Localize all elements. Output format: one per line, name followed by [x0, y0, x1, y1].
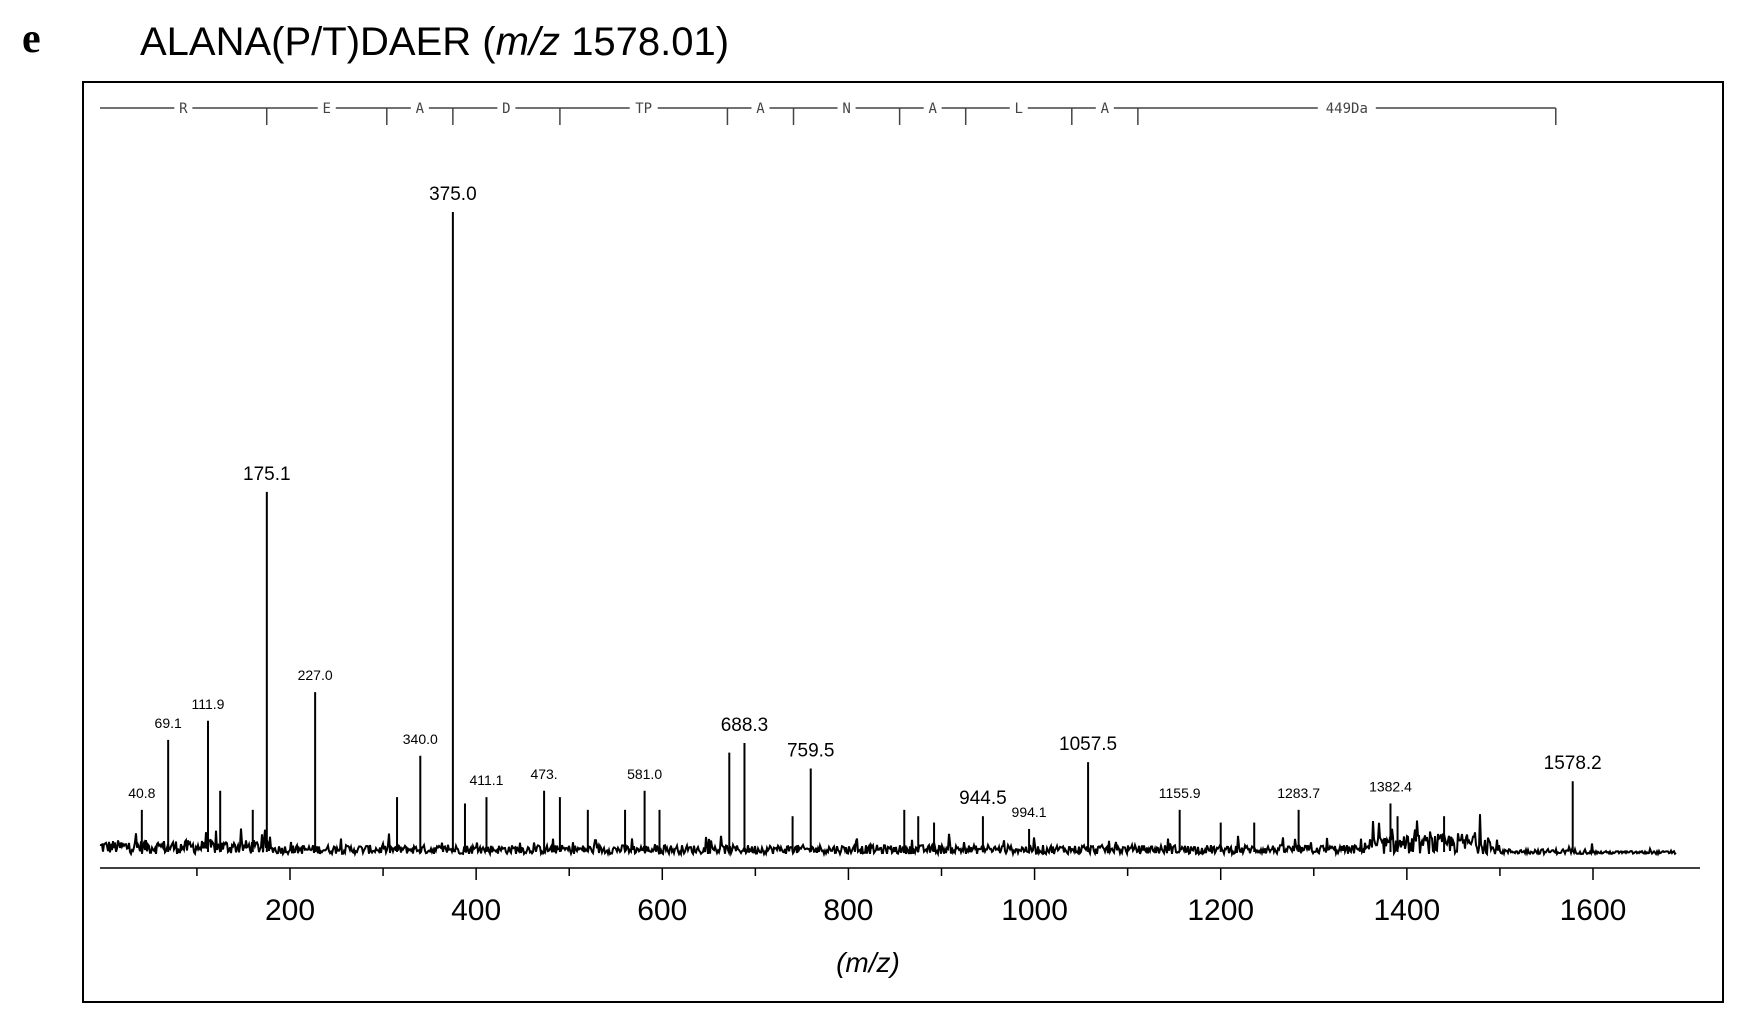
peak-label: 759.5	[787, 741, 835, 762]
title-mz-label: m/z	[495, 20, 561, 64]
x-tick-label: 400	[451, 894, 501, 927]
x-tick-label: 1600	[1560, 894, 1627, 927]
peak-label: 688.3	[721, 715, 769, 736]
peak-label: 1283.7	[1277, 785, 1320, 801]
ladder-label-bg	[923, 99, 942, 117]
peak-label: 227.0	[298, 667, 333, 683]
ladder-residue-label: A	[756, 101, 765, 117]
chart-title: ALANA(P/T)DAER (m/z 1578.01)	[140, 22, 729, 62]
peak-label: 175.1	[243, 464, 291, 485]
ladder-label-bg	[1009, 99, 1028, 117]
ladder-residue-label: A	[1101, 101, 1110, 117]
x-axis-label: (m/z)	[836, 947, 900, 978]
ladder-label-bg	[410, 99, 429, 117]
panel-letter: e	[22, 16, 41, 62]
ladder-label-bg	[174, 99, 193, 117]
peak-label: 1155.9	[1159, 785, 1201, 801]
peak-label: 69.1	[155, 715, 182, 731]
ladder-label-bg	[497, 99, 516, 117]
ladder-label-bg	[317, 99, 336, 117]
peak-label: 473.	[530, 766, 557, 782]
title-close-paren: )	[715, 20, 730, 64]
ladder-residue-label: L	[1015, 101, 1023, 117]
x-tick-label: 600	[637, 894, 687, 927]
peak-label: 40.8	[128, 785, 155, 801]
peptide-sequence: ALANA(P/T)DAER	[140, 20, 472, 64]
peak-label: 994.1	[1012, 804, 1047, 820]
noise-trace	[99, 814, 1677, 858]
peak-label: 1578.2	[1544, 753, 1602, 774]
ladder-residue-label: E	[323, 101, 331, 117]
x-tick-label: 800	[823, 894, 873, 927]
ladder-label-bg	[1317, 99, 1376, 117]
peak-label: 1057.5	[1059, 734, 1117, 755]
x-tick-label: 1400	[1373, 894, 1440, 927]
ladder-label-bg	[837, 99, 856, 117]
peak-label: 340.0	[403, 731, 438, 747]
ladder-residue-label: D	[502, 101, 510, 117]
ladder-label-bg	[751, 99, 770, 117]
x-tick-label: 1200	[1187, 894, 1254, 927]
ladder-residue-label: R	[179, 101, 188, 117]
peak-labels: 40.8 69.1 111.9 175.1 227.0 340.0 375.0 411.1 47…	[128, 184, 1602, 820]
peak-label: 1382.4	[1369, 778, 1412, 794]
title-open-paren: (	[482, 20, 496, 64]
ladder-residue-label: N	[842, 101, 850, 117]
x-axis-ticks: 200 400 600 800 1000 1200 1400 1600	[196, 868, 1627, 927]
sequence-ladder: R E A D TP A N A L A 449Da	[100, 99, 1557, 125]
peak-label: 375.0	[429, 184, 477, 205]
ladder-residue-label: TP	[635, 101, 652, 117]
peaks	[140, 212, 1574, 852]
ladder-label-bg	[1095, 99, 1114, 117]
x-tick-label: 1000	[1001, 894, 1068, 927]
peak-label: 411.1	[469, 772, 503, 788]
peak-label: 581.0	[627, 766, 662, 782]
ladder-residue-label: A	[928, 101, 937, 117]
x-tick-label: 200	[265, 894, 315, 927]
ladder-label-bg	[629, 99, 658, 117]
ladder-residue-label: A	[416, 101, 425, 117]
noise-trace-path	[99, 814, 1677, 858]
ladder-residue-label: 449Da	[1326, 101, 1368, 117]
plot-frame	[82, 81, 1724, 1003]
precursor-mz: 1578.01	[571, 20, 716, 64]
peak-label: 111.9	[192, 696, 225, 712]
peak-label: 944.5	[959, 788, 1007, 809]
